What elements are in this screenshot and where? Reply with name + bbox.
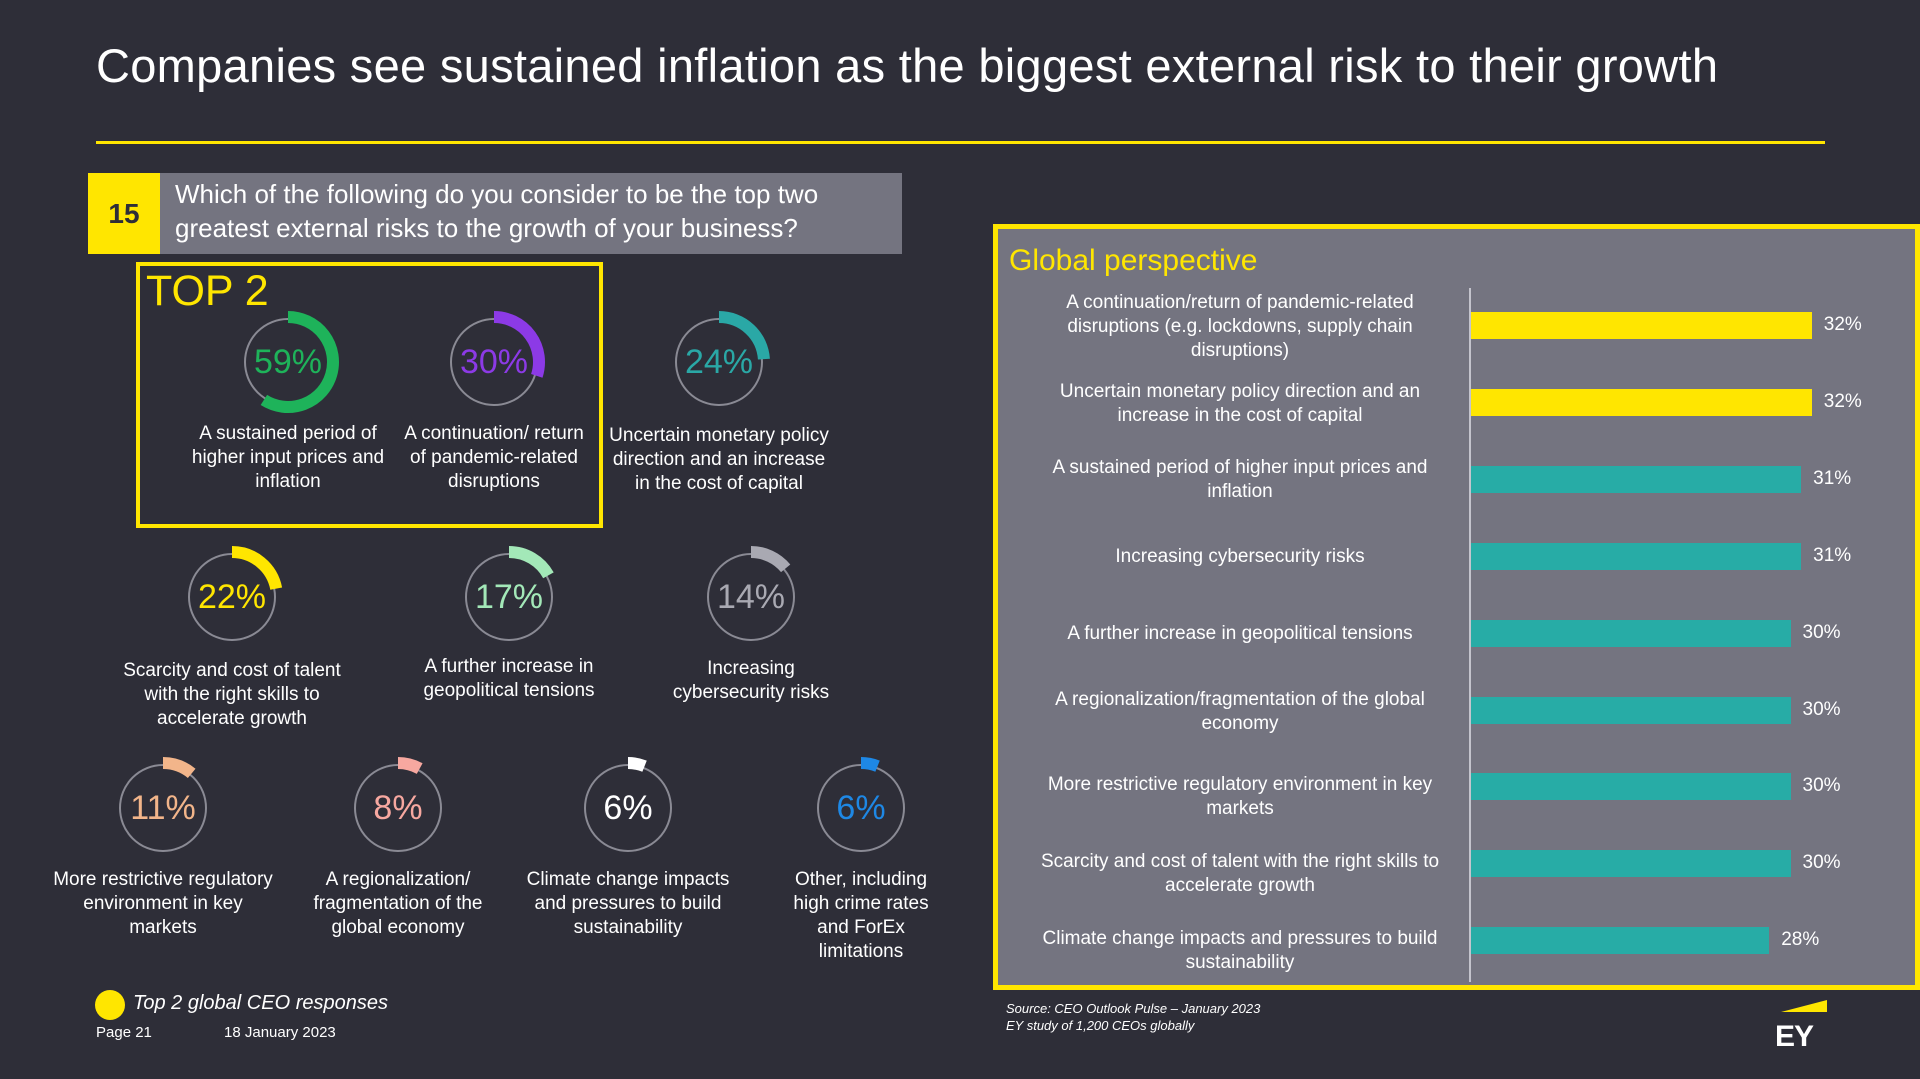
donut-label-5: A further increase in geopolitical tensi… <box>423 656 595 701</box>
bar-value-9: 28% <box>1781 929 1820 951</box>
donut-2: 30% <box>441 309 547 415</box>
donut-value-6: 14% <box>716 577 786 616</box>
donut-label-4: Scarcity and cost of talent with the rig… <box>123 660 341 729</box>
bar-value-7: 30% <box>1802 775 1841 797</box>
donut-10: 6% <box>808 755 914 861</box>
bar-label-3: A sustained period of higher input price… <box>1052 457 1428 502</box>
top2-label: TOP 2 <box>146 267 269 315</box>
donut-ring-1 <box>244 311 339 413</box>
donut-value-7: 11% <box>130 788 196 827</box>
ey-logo-text: EY <box>1775 1020 1814 1053</box>
donut-value-4: 22% <box>197 577 267 616</box>
donut-arc-8 <box>397 757 423 774</box>
global-perspective-title: Global perspective <box>1009 244 1258 277</box>
ey-logo: EY <box>1775 1000 1827 1053</box>
bar-label-1: A continuation/return of pandemic-relate… <box>1066 292 1414 361</box>
donut-8: 8% <box>345 755 451 861</box>
donut-3: 24% <box>666 309 772 415</box>
donut-value-1: 59% <box>253 342 323 381</box>
page-date: 18 January 2023 <box>224 1024 336 1041</box>
bar-1 <box>1471 312 1812 339</box>
bar-value-1: 32% <box>1823 314 1862 335</box>
donut-arc-7 <box>162 757 196 779</box>
title-divider <box>96 141 1825 144</box>
bar-5 <box>1471 619 1791 647</box>
donut-label-3: Uncertain monetary policy direction and … <box>609 425 829 494</box>
donut-arc-6 <box>750 546 791 573</box>
donut-ring-5 <box>465 546 554 641</box>
donut-6: 14% <box>698 544 804 650</box>
donut-arc-1 <box>260 311 339 413</box>
study-note: EY study of 1,200 CEOs globally <box>1006 1018 1195 1033</box>
donut-value-3: 24% <box>684 342 754 381</box>
donut-label-6: Increasing cybersecurity risks <box>672 658 830 703</box>
question-box <box>160 173 902 254</box>
bar-value-6: 30% <box>1802 698 1841 720</box>
bar-7 <box>1471 773 1791 801</box>
donut-7: 11% <box>110 755 216 861</box>
donut-label-7: More restrictive regulatory environment … <box>53 869 273 938</box>
bar-3 <box>1471 465 1802 493</box>
donut-ring-2 <box>450 311 545 406</box>
donut-5: 17% <box>456 544 562 650</box>
bar-label-7: More restrictive regulatory environment … <box>1047 774 1433 819</box>
donut-4: 22% <box>179 544 285 650</box>
donut-value-2: 30% <box>459 342 529 381</box>
donut-arc-9 <box>627 757 647 772</box>
bar-value-5: 30% <box>1802 621 1841 643</box>
donut-1: 59% <box>235 309 341 415</box>
donut-ring-9 <box>584 757 672 852</box>
donut-label-9: Climate change impacts and pressures to … <box>526 869 730 938</box>
question-number: 15 <box>88 173 160 254</box>
donut-arc-3 <box>718 311 770 360</box>
donut-value-9: 6% <box>603 788 653 827</box>
bar-6 <box>1471 696 1791 724</box>
donut-arc-10 <box>860 757 880 772</box>
ey-logo-beam <box>1781 1000 1827 1012</box>
bar-axis-line <box>1469 288 1471 982</box>
source-line: Source: CEO Outlook Pulse – January 2023 <box>1006 1001 1261 1016</box>
bar-value-4: 31% <box>1813 544 1852 566</box>
donut-value-8: 8% <box>373 788 423 827</box>
bar-label-5: A further increase in geopolitical tensi… <box>1067 623 1413 644</box>
bar-label-6: A regionalization/fragmentation of the g… <box>1055 689 1425 734</box>
donut-ring-6 <box>707 546 795 641</box>
donut-ring-3 <box>675 311 770 406</box>
top2-highlight-box <box>136 262 603 528</box>
donut-ring-7 <box>119 757 207 852</box>
bar-9 <box>1471 927 1770 955</box>
bar-label-2: Uncertain monetary policy direction and … <box>1059 381 1421 426</box>
donut-label-2: A continuation/ return of pandemic-relat… <box>404 423 584 492</box>
donut-label-1: A sustained period of higher input price… <box>191 423 385 492</box>
donut-value-5: 17% <box>474 577 544 616</box>
donut-9: 6% <box>575 755 681 861</box>
bar-value-2: 32% <box>1823 390 1862 412</box>
donut-ring-4 <box>188 546 283 641</box>
donut-arc-4 <box>231 546 283 590</box>
bar-label-9: Climate change impacts and pressures to … <box>1042 928 1438 973</box>
legend-text: Top 2 global CEO responses <box>133 992 388 1014</box>
donut-arc-5 <box>508 546 554 579</box>
donut-label-10: Other, including high crime rates and Fo… <box>793 869 929 962</box>
bar-value-3: 31% <box>1813 467 1852 489</box>
bar-value-8: 30% <box>1802 852 1841 874</box>
legend-dot <box>95 990 125 1020</box>
donut-ring-10 <box>817 757 905 852</box>
donut-arc-2 <box>493 311 545 378</box>
bar-4 <box>1471 542 1802 570</box>
page-number: Page 21 <box>96 1024 152 1041</box>
question-text: Which of the following do you consider t… <box>175 179 819 243</box>
bar-8 <box>1471 850 1791 878</box>
bar-label-8: Scarcity and cost of talent with the rig… <box>1040 851 1440 896</box>
page-title: Companies see sustained inflation as the… <box>96 39 1719 92</box>
donut-label-8: A regionalization/ fragmentation of the … <box>313 869 483 938</box>
donut-ring-8 <box>354 757 442 852</box>
donut-value-10: 6% <box>836 788 886 827</box>
bar-2 <box>1471 388 1812 416</box>
bar-label-4: Increasing cybersecurity risks <box>1115 546 1365 567</box>
